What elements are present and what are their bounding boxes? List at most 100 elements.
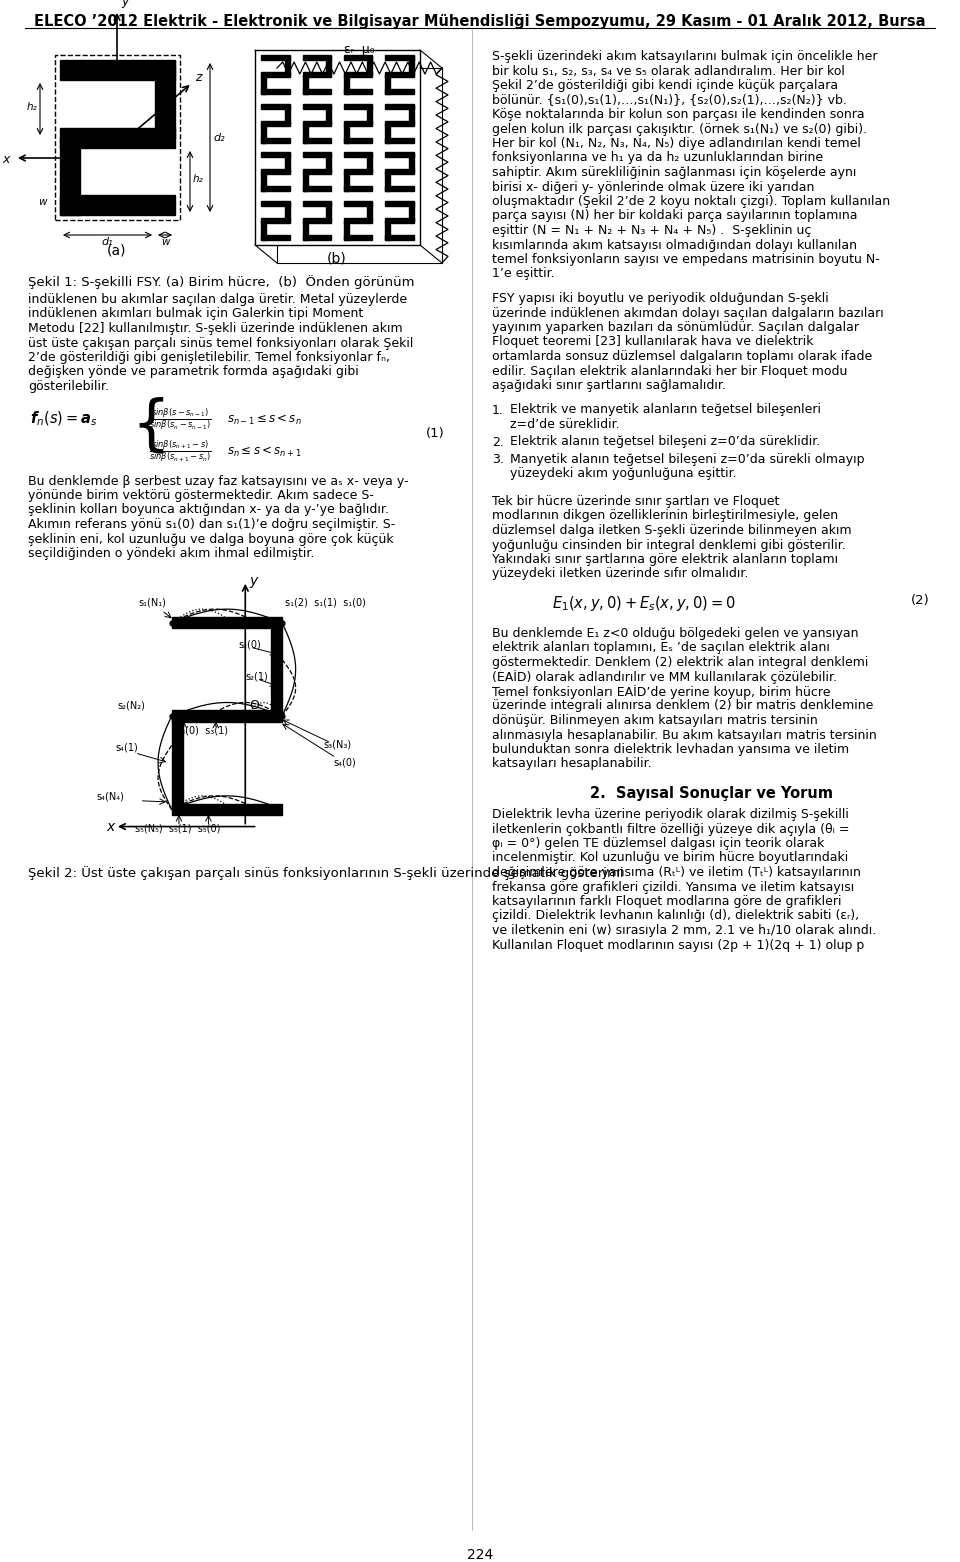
Bar [344, 72, 372, 77]
Bar [261, 201, 290, 206]
Text: s₁(2)  s₁(1)  s₁(0): s₁(2) s₁(1) s₁(0) [284, 597, 366, 608]
Bar [261, 75, 266, 94]
Bar [302, 103, 331, 109]
Text: Elektrik alanın teğetsel bileşeni z=0’da süreklidir.: Elektrik alanın teğetsel bileşeni z=0’da… [510, 436, 820, 448]
Text: w: w [37, 197, 46, 208]
Text: h₁: h₁ [104, 59, 114, 70]
Bar [344, 236, 372, 241]
Text: sahiptir. Akım sürekliliğinin sağlanması için köşelerde aynı: sahiptir. Akım sürekliliğinin sağlanması… [492, 166, 856, 180]
Text: s₃(0)  s₃(1): s₃(0) s₃(1) [177, 725, 228, 736]
Text: s₄(N₄): s₄(N₄) [96, 792, 124, 801]
Bar [385, 222, 390, 241]
Text: 3.: 3. [492, 453, 504, 465]
Text: FSY yapısı iki boyutlu ve periyodik olduğundan S-şekli: FSY yapısı iki boyutlu ve periyodik oldu… [492, 292, 828, 305]
Bar [172, 804, 282, 815]
Text: Metodu [22] kullanılmıştır. S-şekli üzerinde indüklenen akım: Metodu [22] kullanılmıştır. S-şekli üzer… [28, 322, 402, 334]
Bar [344, 169, 372, 175]
Bar [155, 61, 175, 137]
Bar [261, 72, 290, 77]
Text: $\boldsymbol{f}_n(s) = \boldsymbol{a}_s$: $\boldsymbol{f}_n(s) = \boldsymbol{a}_s$ [30, 409, 98, 428]
Text: εᵣ  μ₀: εᵣ μ₀ [344, 44, 374, 56]
Text: yüzeydeki iletken üzerinde sıfır olmalıdır.: yüzeydeki iletken üzerinde sıfır olmalıd… [492, 567, 749, 581]
Text: z=d’de süreklidir.: z=d’de süreklidir. [510, 419, 619, 431]
Bar [261, 137, 290, 142]
Bar [172, 711, 282, 722]
Bar [326, 153, 331, 172]
Text: elektrik alanları toplamını, Eₛ ’de saçılan elektrik alanı: elektrik alanları toplamını, Eₛ ’de saçı… [492, 642, 829, 654]
Bar [302, 72, 331, 77]
Text: eşittir (N = N₁ + N₂ + N₃ + N₄ + N₅) .  S-şeklinin uç: eşittir (N = N₁ + N₂ + N₃ + N₄ + N₅) . S… [492, 223, 811, 237]
Bar [60, 137, 80, 216]
Bar [409, 201, 414, 222]
Bar [302, 222, 307, 241]
Text: y: y [249, 573, 257, 587]
Text: üzerinde integrali alınırsa denklem (2) bir matris denklemine: üzerinde integrali alınırsa denklem (2) … [492, 700, 874, 712]
Bar [385, 120, 414, 125]
Text: (a): (a) [108, 244, 127, 258]
Text: çizildi. Dielektrik levhanın kalınlığı (d), dielektrik sabiti (εᵣ),: çizildi. Dielektrik levhanın kalınlığı (… [492, 909, 859, 923]
Text: seçildiğinden o yöndeki akım ihmal edilmiştir.: seçildiğinden o yöndeki akım ihmal edilm… [28, 547, 314, 561]
Bar [302, 236, 331, 241]
Bar [326, 56, 331, 75]
Text: x: x [106, 820, 114, 834]
Bar [302, 120, 331, 125]
Bar [302, 172, 307, 192]
Bar [385, 55, 414, 59]
Bar [261, 186, 290, 192]
Bar [261, 55, 290, 59]
Text: 1’e eşittir.: 1’e eşittir. [492, 267, 555, 281]
Bar [302, 55, 331, 59]
Text: Şekil 2’de gösterildiği gibi kendi içinde küçük parçalara: Şekil 2’de gösterildiği gibi kendi içind… [492, 80, 838, 92]
Text: ortamlarda sonsuz düzlemsel dalgaların toplamı olarak ifade: ortamlarda sonsuz düzlemsel dalgaların t… [492, 350, 873, 362]
Text: 2’de gösterildiği gibi genişletilebilir. Temel fonksiyonlar fₙ,: 2’de gösterildiği gibi genişletilebilir.… [28, 351, 390, 364]
Text: değişimlere göre yansıma (Rₜᴸ) ve iletim (Tₜᴸ) katsayılarının: değişimlere göre yansıma (Rₜᴸ) ve iletim… [492, 865, 861, 879]
Bar [385, 75, 390, 94]
Text: 1.: 1. [492, 403, 504, 417]
Text: s₁(N₁): s₁(N₁) [138, 597, 166, 608]
Text: parça sayısı (N) her bir koldaki parça sayılarının toplamına: parça sayısı (N) her bir koldaki parça s… [492, 209, 857, 222]
Text: {: { [131, 397, 170, 456]
Bar [409, 56, 414, 75]
Text: Şekil 2: Üst üste çakışan parçalı sinüs fonksiyonlarının S-şekli üzerinde şemati: Şekil 2: Üst üste çakışan parçalı sinüs … [28, 867, 624, 881]
Bar [261, 120, 290, 125]
Text: Her bir kol (N₁, N₂, N₃, N₄, N₅) diye adlandırılan kendi temel: Her bir kol (N₁, N₂, N₃, N₄, N₅) diye ad… [492, 137, 861, 150]
Bar [385, 236, 414, 241]
Text: modlarının dikgen özelliklerinin birleştirilmesiyle, gelen: modlarının dikgen özelliklerinin birleşt… [492, 509, 838, 523]
Text: frekansa göre grafikleri çizildi. Yansıma ve iletim katsayısı: frekansa göre grafikleri çizildi. Yansım… [492, 881, 854, 893]
Bar [261, 123, 266, 142]
Text: (1): (1) [426, 426, 445, 439]
Bar [302, 75, 307, 94]
Text: (2): (2) [911, 594, 930, 608]
Text: ELECO ’2012 Elektrik - Elektronik ve Bilgisayar Mühendisliği Sempozyumu, 29 Kası: ELECO ’2012 Elektrik - Elektronik ve Bil… [35, 14, 925, 30]
Bar [302, 186, 331, 192]
Text: y: y [121, 0, 129, 8]
Text: göstermektedir. Denklem (2) elektrik alan integral denklemi: göstermektedir. Denklem (2) elektrik ala… [492, 656, 869, 669]
Text: Yakındaki sınır şartlarına göre elektrik alanların toplamı: Yakındaki sınır şartlarına göre elektrik… [492, 553, 838, 565]
Bar [261, 103, 290, 109]
Text: yayınım yaparken bazıları da sönümlüdür. Saçılan dalgalar: yayınım yaparken bazıları da sönümlüdür.… [492, 322, 859, 334]
Bar [326, 105, 331, 123]
Text: gösterilebilir.: gösterilebilir. [28, 380, 109, 394]
Text: indüklenen akımları bulmak için Galerkin tipi Moment: indüklenen akımları bulmak için Galerkin… [28, 308, 363, 320]
Text: fonksiyonlarına ve h₁ ya da h₂ uzunluklarından birine: fonksiyonlarına ve h₁ ya da h₂ uzunlukla… [492, 152, 823, 164]
Bar [409, 153, 414, 172]
Text: $s_{n-1} \leq s < s_n$: $s_{n-1} \leq s < s_n$ [227, 412, 301, 426]
Text: 2.: 2. [492, 436, 504, 448]
Text: $\frac{sin\beta(s_{n+1}-s)}{sin\beta(s_{n+1}-s_n)}$: $\frac{sin\beta(s_{n+1}-s)}{sin\beta(s_{… [149, 439, 211, 464]
Bar [344, 219, 372, 223]
Bar [285, 153, 290, 172]
Text: yönünde birim vektörü göstermektedir. Akım sadece S-: yönünde birim vektörü göstermektedir. Ak… [28, 489, 373, 501]
Text: Manyetik alanın teğetsel bileşeni z=0’da sürekli olmayıp: Manyetik alanın teğetsel bileşeni z=0’da… [510, 453, 865, 465]
Text: üzerinde indüklenen akımdan dolayı saçılan dalgaların bazıları: üzerinde indüklenen akımdan dolayı saçıl… [492, 306, 884, 320]
Bar [60, 59, 175, 80]
Bar [385, 219, 414, 223]
Bar [302, 219, 331, 223]
Text: incelenmiştir. Kol uzunluğu ve birim hücre boyutlarındaki: incelenmiştir. Kol uzunluğu ve birim hüc… [492, 851, 849, 864]
Text: s₂(0): s₂(0) [238, 639, 261, 650]
Text: 2.  Sayısal Sonuçlar ve Yorum: 2. Sayısal Sonuçlar ve Yorum [589, 786, 832, 801]
Bar [261, 153, 290, 158]
Bar [261, 236, 290, 241]
Bar [385, 103, 414, 109]
Text: (b): (b) [327, 251, 347, 266]
Text: gelen kolun ilk parçası çakışıktır. (örnek s₁(N₁) ve s₂(0) gibi).: gelen kolun ilk parçası çakışıktır. (örn… [492, 122, 867, 136]
